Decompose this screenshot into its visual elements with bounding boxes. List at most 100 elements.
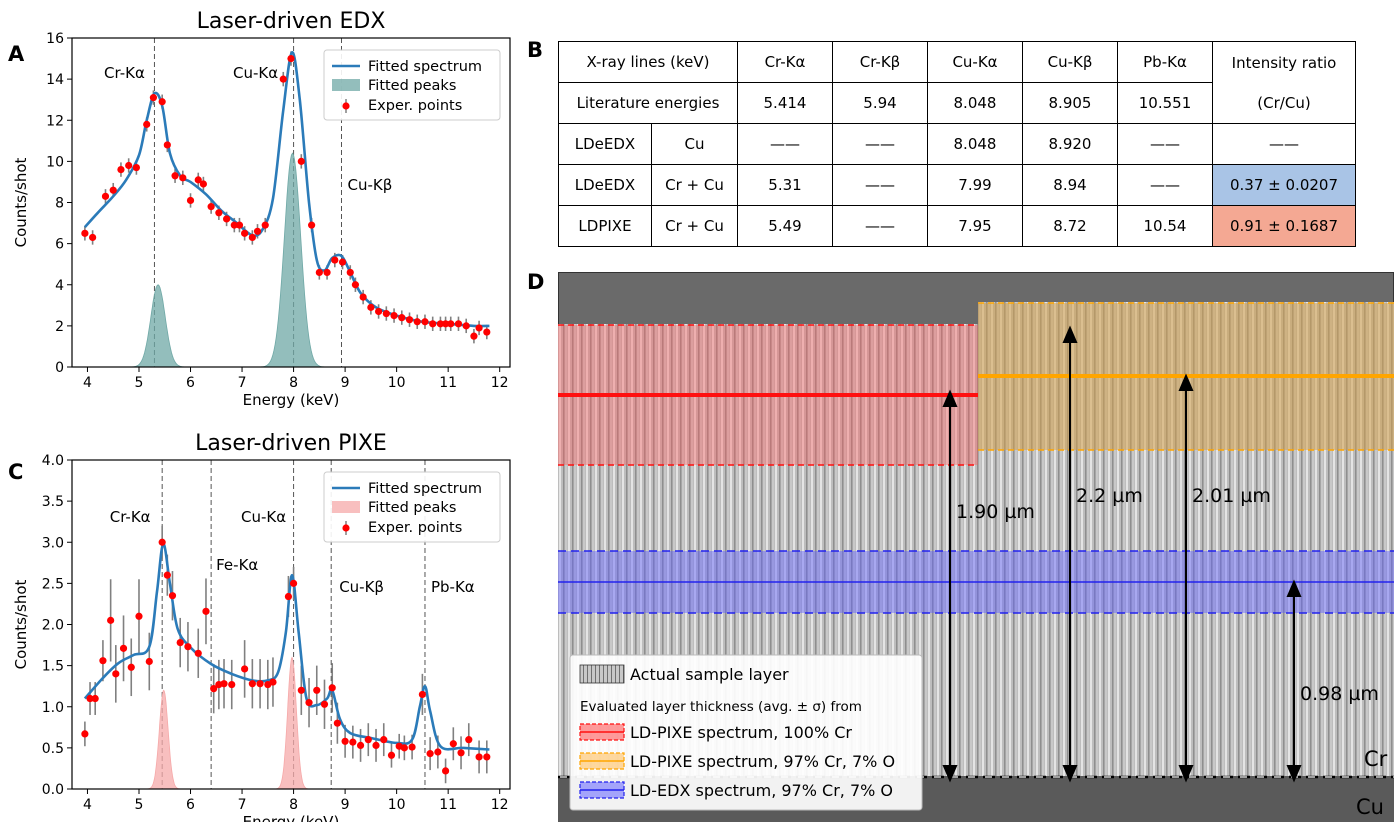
xray-lines-table: X-ray lines (keV) Cr-Kα Cr-Kβ Cu-Kα Cu-K… xyxy=(558,41,1356,247)
data-point xyxy=(356,741,365,750)
panel-label-a: A xyxy=(8,42,25,66)
table-header-col: Pb-Kα xyxy=(1117,41,1213,83)
table-cell-sample: Cu xyxy=(651,123,738,165)
data-point xyxy=(220,680,228,688)
pixe-spectrum-chart: Laser-driven PIXE Cr-Kα Fe-Kα Cu-Kα Cu-Kβ Pb-… xyxy=(12,431,511,822)
data-point xyxy=(364,736,372,744)
x-tick-label: 7 xyxy=(238,375,247,391)
y-tick-label: 16 xyxy=(46,31,64,47)
data-point xyxy=(346,268,354,277)
table-header-lines: X-ray lines (keV) xyxy=(558,41,738,83)
data-point xyxy=(253,227,262,235)
data-point xyxy=(380,736,388,744)
data-point xyxy=(186,196,195,205)
table-cell: 10.551 xyxy=(1117,82,1213,124)
sem-micrograph: 1.90 µm 2.2 µm 2.01 µm 0.98 µm Cr Cu Act… xyxy=(558,272,1394,822)
data-point xyxy=(441,320,450,328)
table-cell: 8.920 xyxy=(1022,123,1118,165)
line-label: Fe-Kα xyxy=(216,556,258,574)
y-tick-label: 1.5 xyxy=(42,659,64,675)
ratio-unit: (Cr/Cu) xyxy=(1257,93,1311,112)
legend-label-fit: Fitted spectrum xyxy=(368,481,482,497)
table-header-row: X-ray lines (keV) Cr-Kα Cr-Kβ Cu-Kα Cu-K… xyxy=(558,41,1356,124)
legend-item-red: LD-PIXE spectrum, 100% Cr xyxy=(630,723,852,742)
data-point xyxy=(89,233,97,242)
table-cell-label: Literature energies xyxy=(558,82,738,124)
data-point xyxy=(163,141,171,149)
data-point xyxy=(418,690,426,699)
table-cell-ratio: —— xyxy=(1212,123,1356,165)
arrow-201-head-bottom xyxy=(1178,765,1194,783)
legend-item-orange: LD-PIXE spectrum, 97% Cr, 7% O xyxy=(630,752,895,771)
data-point xyxy=(408,743,416,751)
x-tick-label: 8 xyxy=(289,797,298,813)
data-point xyxy=(91,694,99,703)
legend-box xyxy=(323,471,501,543)
data-point xyxy=(462,322,470,330)
table-header-col: Cu-Kα xyxy=(927,41,1023,83)
y-tick-label: 0.5 xyxy=(42,741,64,757)
chart-title: Laser-driven EDX xyxy=(197,9,386,34)
data-point xyxy=(341,737,349,745)
data-point xyxy=(390,311,398,320)
data-point xyxy=(132,163,141,172)
data-point xyxy=(145,657,153,666)
measurement-label-098: 0.98 µm xyxy=(1300,683,1379,705)
data-point xyxy=(107,616,115,624)
panel-label-b: B xyxy=(527,38,544,62)
data-point xyxy=(398,314,406,322)
table-cell: 8.905 xyxy=(1022,82,1118,124)
data-point xyxy=(457,749,465,757)
data-point xyxy=(202,607,210,615)
table-header-col: Cr-Kα xyxy=(737,41,833,83)
line-label: Cr-Kα xyxy=(104,64,145,82)
table-cell-method: LDeEDX xyxy=(558,164,652,206)
data-point xyxy=(287,54,295,63)
data-point xyxy=(483,753,491,761)
x-tick-label: 12 xyxy=(491,375,509,391)
data-point xyxy=(454,320,463,328)
y-tick-label: 2.5 xyxy=(42,576,64,592)
x-tick-label: 6 xyxy=(186,797,195,813)
legend-label-points: Exper. points xyxy=(368,98,462,114)
line-label: Cu-Kβ xyxy=(339,578,384,596)
y-tick-label: 12 xyxy=(46,113,64,129)
data-point xyxy=(349,738,357,746)
data-point xyxy=(228,680,236,689)
table-cell: —— xyxy=(1117,164,1213,206)
table-row: LDPIXE Cr + Cu 5.49 —— 7.95 8.72 10.54 0… xyxy=(558,205,1356,247)
x-tick-label: 9 xyxy=(341,797,350,813)
measurement-label-22: 2.2 µm xyxy=(1076,485,1143,507)
measurement-label-190: 1.90 µm xyxy=(956,501,1035,523)
legend-heading: Evaluated layer thickness (avg. ± σ) fro… xyxy=(580,699,862,715)
x-tick-label: 7 xyxy=(238,797,247,813)
legend-box xyxy=(569,654,923,811)
data-point xyxy=(184,643,192,651)
data-point xyxy=(359,293,367,301)
data-point xyxy=(315,268,323,277)
data-point xyxy=(143,120,151,128)
data-point xyxy=(313,686,321,694)
table-cell: —— xyxy=(832,164,928,206)
data-point xyxy=(248,233,256,242)
table-cell: 5.49 xyxy=(737,205,833,247)
data-point xyxy=(400,744,408,752)
data-point xyxy=(338,258,347,266)
data-point xyxy=(429,320,437,328)
micrograph-legend: Actual sample layer Evaluated layer thic… xyxy=(569,654,923,811)
x-tick-label: 5 xyxy=(135,375,144,391)
data-point xyxy=(387,751,396,759)
x-tick-label: 12 xyxy=(491,797,509,813)
x-tick-label: 11 xyxy=(439,797,457,813)
line-label: Cu-Kβ xyxy=(347,176,392,194)
table-cell: 5.94 xyxy=(832,82,928,124)
table-cell: —— xyxy=(1117,123,1213,165)
data-point xyxy=(99,657,107,665)
x-tick-label: 8 xyxy=(289,375,298,391)
table-cell: 8.048 xyxy=(927,82,1023,124)
arrow-190-head-bottom xyxy=(942,765,958,783)
data-point xyxy=(176,638,184,647)
data-point xyxy=(261,221,269,229)
data-point xyxy=(372,741,380,750)
panel-label-c: C xyxy=(8,460,24,484)
